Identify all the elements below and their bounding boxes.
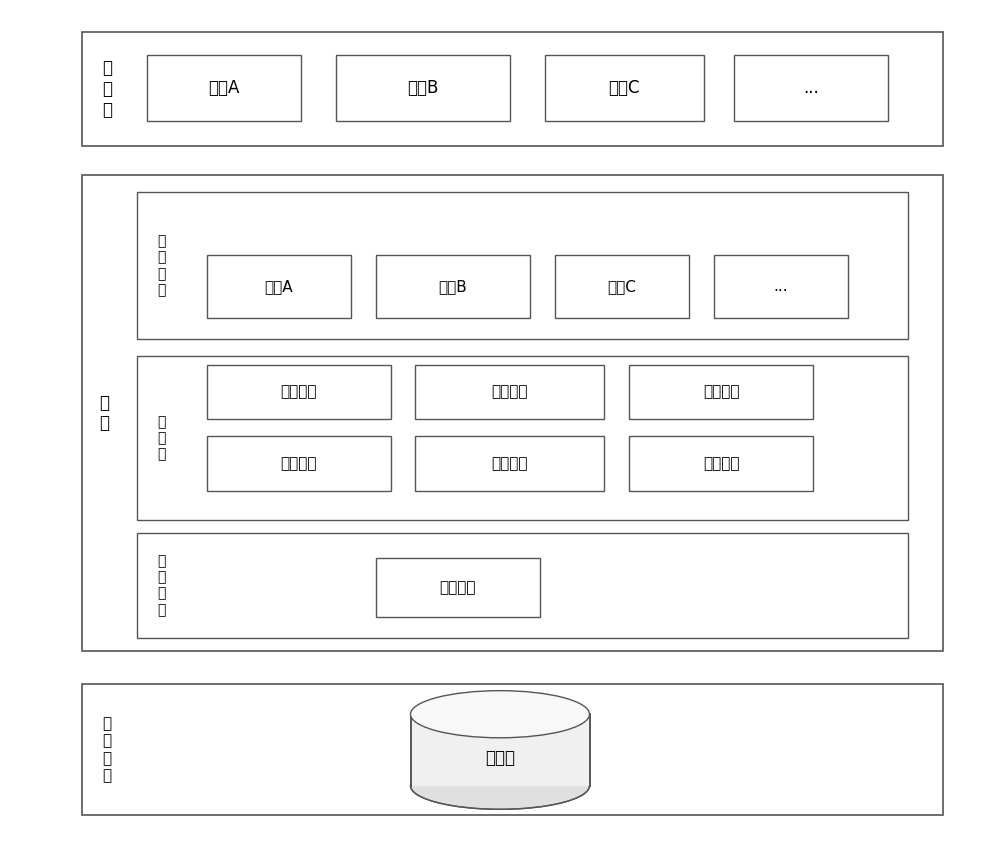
Text: 数
据
接
口: 数 据 接 口 xyxy=(158,554,166,617)
Bar xyxy=(207,364,391,419)
Text: 数据库: 数据库 xyxy=(485,750,515,767)
Bar xyxy=(629,436,813,490)
Bar xyxy=(545,55,704,120)
Text: 数据A: 数据A xyxy=(208,79,240,97)
Bar xyxy=(147,55,301,120)
Text: 数据加密: 数据加密 xyxy=(280,456,317,471)
Bar xyxy=(415,436,604,490)
Text: ...: ... xyxy=(774,280,788,294)
Bar xyxy=(207,436,391,490)
Text: 接口C: 接口C xyxy=(607,280,636,294)
Text: 数据存储: 数据存储 xyxy=(492,456,528,471)
Text: 接口A: 接口A xyxy=(264,280,293,294)
Bar xyxy=(376,255,530,318)
Text: 数
据
存
储: 数 据 存 储 xyxy=(103,716,112,783)
Text: 接口B: 接口B xyxy=(438,280,467,294)
Text: 数
据
源: 数 据 源 xyxy=(102,59,112,119)
Text: 数据B: 数据B xyxy=(407,79,439,97)
Text: 数据封装: 数据封装 xyxy=(703,456,740,471)
Bar xyxy=(82,684,943,815)
Bar xyxy=(137,192,908,340)
Text: 数据解析: 数据解析 xyxy=(280,385,317,400)
Text: 数据C: 数据C xyxy=(609,79,640,97)
Text: 服
务: 服 务 xyxy=(99,394,109,432)
Text: 工
具
接
口: 工 具 接 口 xyxy=(158,235,166,297)
Text: 数据迭代: 数据迭代 xyxy=(703,385,740,400)
Bar xyxy=(82,175,943,650)
Bar xyxy=(137,357,908,520)
Ellipse shape xyxy=(411,762,590,809)
Bar xyxy=(415,364,604,419)
Text: ...: ... xyxy=(803,79,819,97)
Bar xyxy=(137,533,908,638)
Ellipse shape xyxy=(411,690,590,738)
Bar xyxy=(714,255,848,318)
Bar xyxy=(555,255,689,318)
Bar xyxy=(82,32,943,146)
Bar xyxy=(734,55,888,120)
Bar xyxy=(411,714,590,786)
Text: 数据接口: 数据接口 xyxy=(439,580,476,595)
Bar xyxy=(629,364,813,419)
Bar xyxy=(207,255,351,318)
Text: 逻
辑
层: 逻 辑 层 xyxy=(158,415,166,462)
Bar xyxy=(336,55,510,120)
Bar xyxy=(376,558,540,617)
Text: 数据整合: 数据整合 xyxy=(492,385,528,400)
Bar xyxy=(411,714,590,786)
